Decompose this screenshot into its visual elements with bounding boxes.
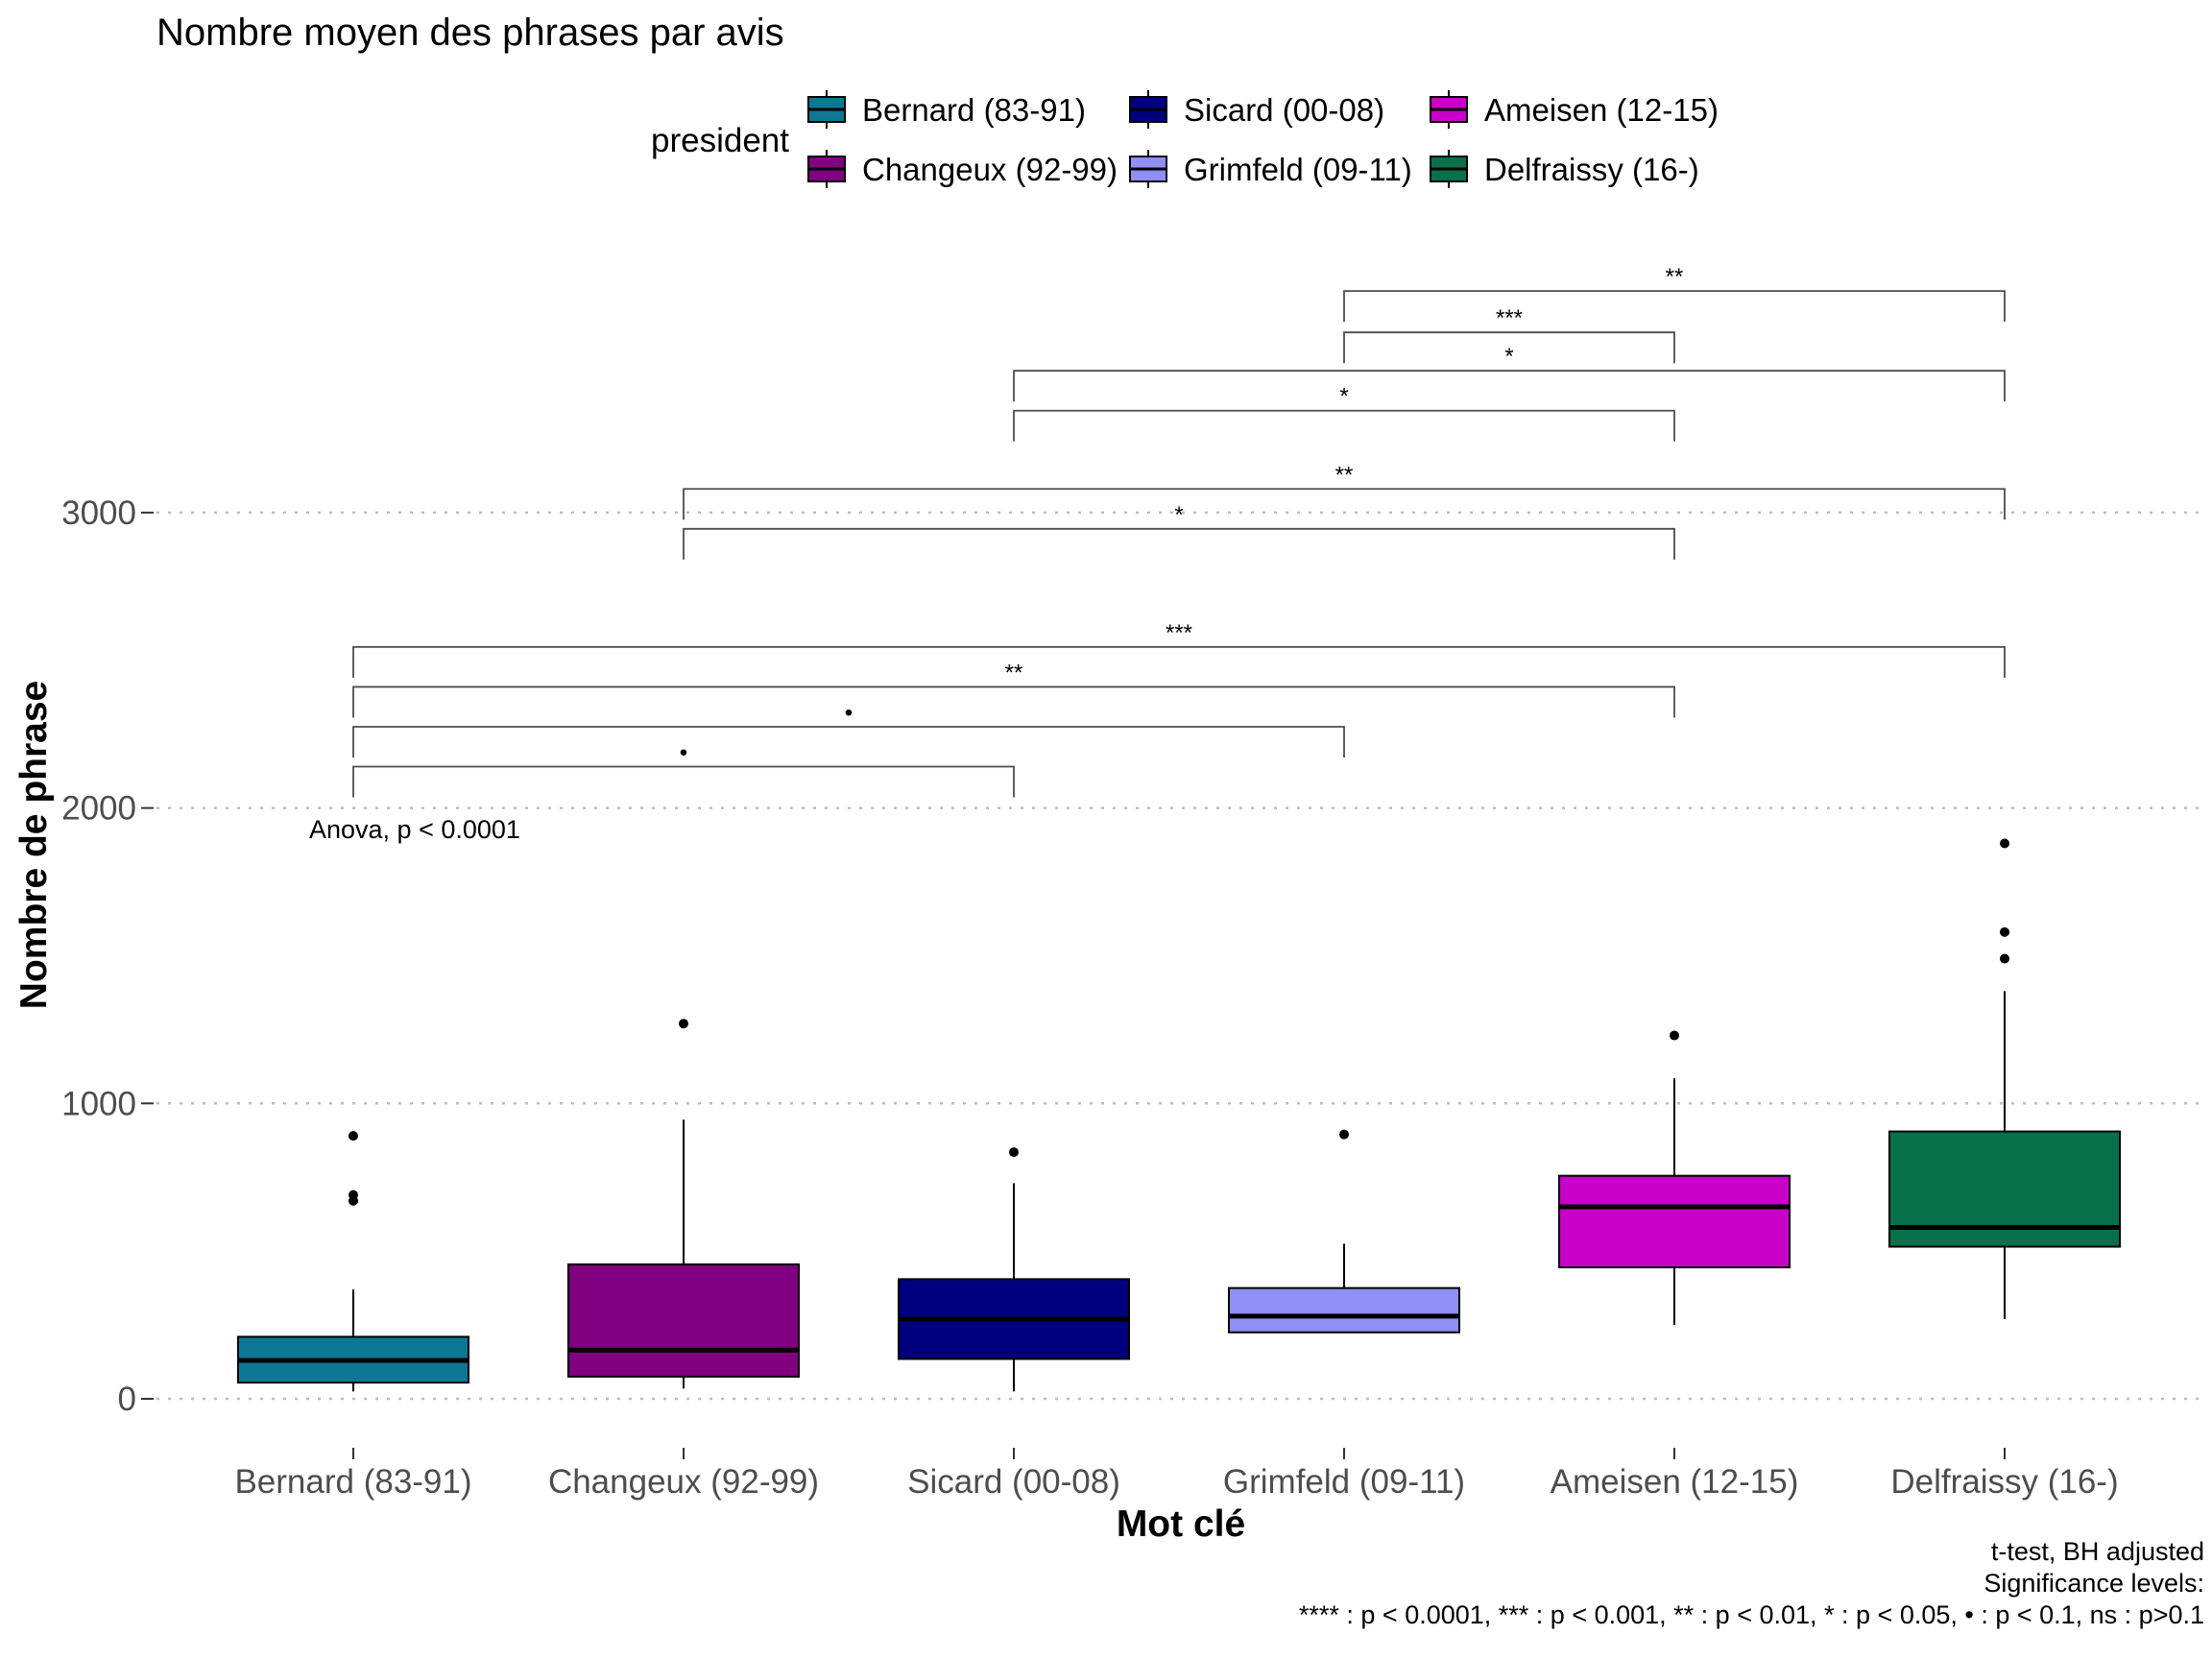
legend-label: Delfraissy (16-) (1484, 152, 1699, 187)
bracket-line (352, 646, 2006, 678)
legend-item-3: Grimfeld (09-11) (1129, 150, 1412, 188)
legend: president Bernard (83-91) Changeux (92-99… (651, 90, 1719, 188)
outlier-point (2000, 953, 2009, 964)
bracket-line (1343, 331, 1675, 364)
outlier-point (2000, 838, 2009, 849)
significance-label: • (845, 700, 853, 726)
x-tick-label-0: Bernard (83-91) (234, 1463, 471, 1501)
bracket-3: *** (352, 620, 2006, 678)
y-tick-label-2000: 2000 (61, 790, 136, 828)
box-5 (1888, 838, 2121, 1319)
legend-label: Ameisen (12-15) (1484, 92, 1719, 128)
iqr-box (1228, 1286, 1460, 1334)
bracket-line (1013, 370, 2006, 402)
significance-label: ** (1666, 264, 1684, 290)
legend-item-4: Ameisen (12-15) (1430, 90, 1719, 129)
x-tick-label-2: Sicard (00-08) (907, 1463, 1120, 1501)
y-tick-label-3000: 3000 (61, 494, 136, 532)
significance-label: • (680, 740, 687, 766)
y-tick-label-0: 0 (118, 1381, 136, 1418)
x-tick-label-3: Grimfeld (09-11) (1223, 1463, 1465, 1501)
caption-line-3: **** : p < 0.0001, *** : p < 0.001, ** :… (1299, 1600, 2204, 1629)
y-axis-label: Nombre de phrase (13, 681, 55, 1009)
x-tick-label-4: Ameisen (12-15) (1551, 1463, 1799, 1501)
box-1 (567, 1019, 800, 1389)
bracket-8: *** (1343, 305, 1675, 364)
legend-item-5: Delfraissy (16-) (1430, 150, 1699, 188)
box-4 (1558, 1030, 1791, 1326)
significance-label: * (1174, 502, 1183, 528)
significance-label: * (1339, 384, 1348, 410)
significance-label: *** (1496, 305, 1523, 331)
bracket-line (1343, 290, 2006, 323)
outlier-point (2000, 926, 2009, 937)
chart-title: Nombre moyen des phrases par avis (156, 12, 784, 54)
significance-label: * (1504, 344, 1513, 370)
significance-label: *** (1166, 620, 1192, 646)
anova-annotation: Anova, p < 0.0001 (309, 815, 520, 844)
bracket-2: ** (352, 660, 1675, 718)
caption-line-1: t-test, BH adjusted (1991, 1537, 2204, 1566)
bracket-line (352, 685, 1675, 718)
bracket-0: • (352, 740, 1015, 798)
iqr-box (1558, 1174, 1791, 1269)
legend-label: Grimfeld (09-11) (1184, 152, 1412, 187)
significance-brackets: ••*************** (352, 264, 2006, 798)
bracket-4: * (683, 502, 1675, 560)
bracket-1: • (352, 700, 1345, 757)
x-tick-label-1: Changeux (92-99) (548, 1463, 819, 1501)
outlier-point (1339, 1129, 1349, 1140)
bracket-line (1013, 409, 1675, 442)
x-axis-label: Mot clé (1117, 1503, 1245, 1545)
x-axis: Bernard (83-91) Changeux (92-99) Sicard (0… (234, 1448, 2119, 1501)
legend-item-2: Sicard (00-08) (1129, 90, 1384, 129)
significance-label: ** (1005, 660, 1023, 685)
bracket-6: * (1013, 384, 1675, 442)
box-3 (1228, 1129, 1460, 1334)
boxes (237, 838, 2121, 1392)
grid-lines (156, 511, 2204, 1401)
outlier-point (349, 1131, 358, 1142)
caption-line-2: Significance levels: (1984, 1569, 2204, 1598)
legend-item-1: Changeux (92-99) (807, 150, 1118, 188)
bracket-line (683, 488, 2006, 520)
legend-label: Sicard (00-08) (1184, 92, 1384, 128)
bracket-9: ** (1343, 264, 2006, 323)
legend-label: Changeux (92-99) (862, 152, 1118, 187)
box-0 (237, 1131, 469, 1392)
x-tick-label-5: Delfraissy (16-) (1890, 1463, 2118, 1501)
legend-title: president (651, 122, 789, 159)
outlier-point (679, 1019, 688, 1029)
legend-label: Bernard (83-91) (862, 92, 1086, 128)
bracket-line (352, 726, 1345, 757)
legend-item-0: Bernard (83-91) (807, 90, 1086, 129)
outlier-point (1670, 1030, 1679, 1041)
y-axis: 0 1000 2000 3000 (61, 494, 154, 1418)
y-tick-label-1000: 1000 (61, 1085, 136, 1122)
iqr-box (567, 1262, 800, 1378)
caption: t-test, BH adjusted Significance levels:… (1299, 1537, 2204, 1629)
bracket-line (683, 527, 1675, 560)
bracket-5: ** (683, 462, 2006, 520)
bracket-7: * (1013, 344, 2006, 402)
box-2 (898, 1147, 1130, 1392)
outlier-point (1009, 1147, 1019, 1158)
significance-label: ** (1335, 462, 1354, 488)
outlier-point (349, 1190, 358, 1200)
bracket-line (352, 765, 1015, 798)
